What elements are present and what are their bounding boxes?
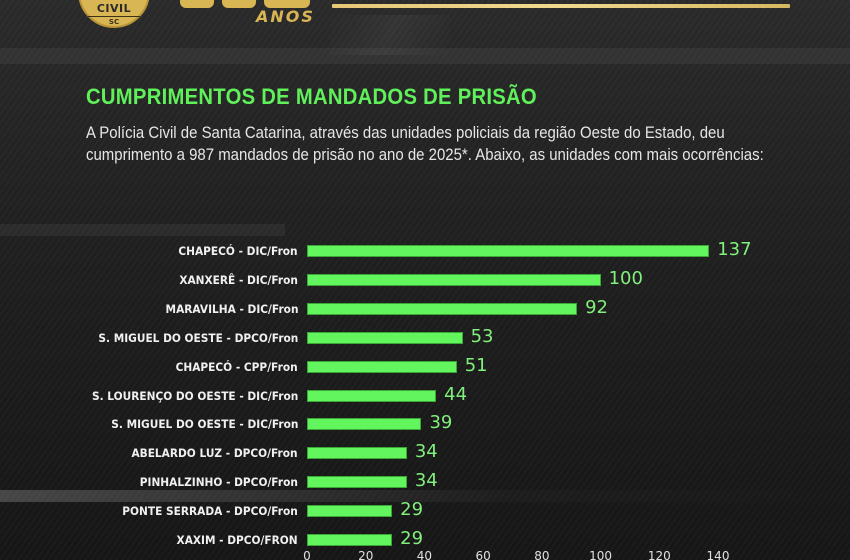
anniversary-number	[180, 0, 320, 8]
chart-row: PINHALZINHO - DPCO/Fron 34	[0, 470, 850, 494]
value-label: 51	[464, 354, 488, 376]
value-label: 137	[717, 239, 752, 260]
category-label: PINHALZINHO - DPCO/Fron	[139, 475, 298, 490]
x-tick-label: 80	[534, 549, 550, 560]
chart-row: ABELARDO LUZ - DPCO/Fron 34	[0, 441, 850, 465]
category-label: XAXIM - DPCO/FRON	[176, 533, 298, 547]
value-label: 34	[414, 470, 438, 492]
bar	[307, 331, 463, 344]
page-title: CUMPRIMENTOS DE MANDADOS DE PRISÃO	[86, 84, 537, 109]
value-label: 39	[429, 412, 453, 434]
x-tick-label: 140	[706, 549, 730, 560]
chart-row: PONTE SERRADA - DPCO/Fron 29	[0, 499, 850, 523]
category-label: S. MIGUEL DO OESTE - DIC/Fron	[110, 417, 298, 432]
x-tick-label: 40	[416, 549, 433, 560]
chart-row: CHAPECÓ - DIC/Fron 137	[0, 239, 850, 263]
category-label: XANXERÊ - DIC/Fron	[179, 272, 298, 287]
chart-row: S. MIGUEL DO OESTE - DIC/Fron 39	[0, 412, 850, 436]
chart-row: CHAPECÓ - CPP/Fron 51	[0, 355, 850, 379]
background-band	[0, 490, 850, 502]
intro-paragraph: A Polícia Civil de Santa Catarina, atrav…	[86, 123, 764, 164]
category-label: S. MIGUEL DO OESTE - DPCO/Fron	[98, 330, 298, 345]
anniversary-suffix: ANOS	[256, 7, 315, 26]
category-label: S. LOURENÇO DO OESTE - DIC/Fron	[91, 388, 298, 403]
background-band	[0, 48, 850, 64]
gold-divider	[332, 4, 790, 8]
police-badge-logo: CIVIL SC	[78, 0, 150, 28]
x-tick-label: 100	[589, 549, 613, 560]
value-label: 100	[608, 267, 643, 289]
bar	[307, 360, 457, 373]
bar	[307, 302, 578, 315]
value-label: 44	[444, 383, 468, 405]
value-label: 29	[400, 499, 424, 521]
x-tick-label: 120	[647, 549, 671, 560]
chart-row: MARAVILHA - DIC/Fron 92	[0, 297, 850, 321]
category-label: CHAPECÓ - DIC/Fron	[178, 244, 298, 258]
chart-row: S. LOURENÇO DO OESTE - DIC/Fron 44	[0, 384, 850, 408]
value-label: 34	[414, 441, 438, 463]
value-label: 92	[585, 296, 608, 318]
category-label: PONTE SERRADA - DPCO/Fron	[122, 504, 298, 519]
bar	[307, 476, 407, 489]
chart-row: S. MIGUEL DO OESTE - DPCO/Fron 53	[0, 326, 850, 350]
badge-state: SC	[108, 18, 120, 26]
background-band	[0, 224, 285, 236]
value-label: 53	[470, 325, 494, 347]
background-highlight	[330, 15, 450, 55]
bar	[307, 418, 422, 431]
bar	[307, 273, 601, 286]
category-label: MARAVILHA - DIC/Fron	[165, 301, 298, 316]
category-label: ABELARDO LUZ - DPCO/Fron	[131, 446, 298, 461]
chart-row: XAXIM - DPCO/FRON 29	[0, 528, 850, 552]
badge-text: CIVIL	[96, 2, 132, 15]
bar	[307, 505, 393, 518]
x-tick-label: 0	[303, 549, 311, 560]
x-axis: 0 20 40 60 80 100 120 140	[0, 549, 850, 560]
bar	[307, 245, 710, 257]
bar	[307, 447, 407, 460]
x-tick-label: 20	[358, 549, 374, 560]
x-tick-label: 60	[475, 549, 491, 560]
badge-divider	[88, 16, 140, 17]
bar	[307, 534, 393, 546]
chart-row: XANXERÊ - DIC/Fron 100	[0, 268, 850, 292]
bar	[307, 389, 437, 402]
category-label: CHAPECÓ - CPP/Fron	[175, 359, 298, 374]
value-label: 29	[400, 528, 424, 549]
